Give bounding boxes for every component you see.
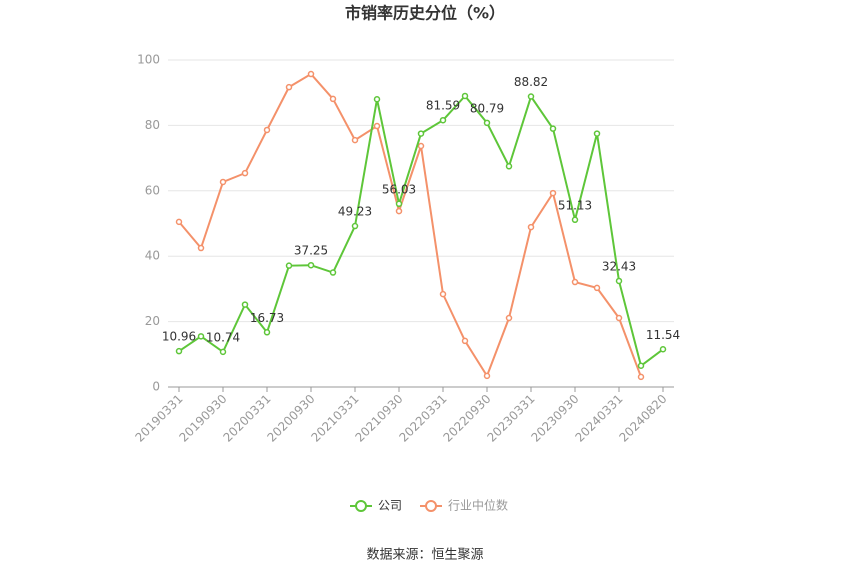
data-point [637, 362, 645, 369]
data-label: 51.13 [558, 198, 592, 212]
data-point [505, 314, 513, 322]
data-point [439, 116, 447, 124]
data-point [527, 223, 535, 231]
x-tick-label: 20240820 [617, 392, 670, 445]
data-point [417, 130, 425, 137]
data-point [351, 136, 359, 144]
data-point [219, 348, 227, 356]
data-point [285, 83, 293, 91]
legend-marker [425, 500, 437, 512]
data-point [307, 261, 315, 269]
data-point [593, 130, 601, 137]
y-tick-label: 20 [145, 314, 160, 328]
data-label: 10.74 [206, 330, 240, 344]
data-point [307, 70, 315, 78]
data-label: 49.23 [338, 205, 372, 219]
data-point [395, 207, 403, 215]
data-point [483, 372, 491, 380]
data-point [373, 95, 381, 103]
data-point [439, 290, 447, 298]
data-point [461, 337, 469, 345]
y-tick-label: 100 [137, 53, 160, 67]
data-point [329, 269, 337, 276]
data-point [505, 163, 513, 170]
data-point [263, 329, 271, 336]
data-label: 88.82 [514, 75, 548, 89]
data-point [373, 122, 381, 130]
y-tick-label: 80 [145, 118, 160, 132]
legend-marker [355, 500, 367, 512]
legend-label: 公司 [378, 499, 402, 513]
data-point [351, 222, 359, 230]
data-point [593, 284, 601, 292]
data-point [219, 178, 227, 186]
data-point [329, 95, 337, 103]
data-point [615, 277, 623, 285]
y-tick-label: 60 [145, 183, 160, 197]
y-tick-label: 40 [145, 249, 160, 263]
data-label: 81.59 [426, 99, 460, 113]
data-point [197, 244, 205, 252]
data-label: 37.25 [294, 244, 328, 258]
data-label: 10.96 [162, 330, 196, 344]
data-point [263, 126, 271, 134]
data-point [197, 333, 205, 340]
data-label: 32.43 [602, 259, 636, 273]
data-point [615, 314, 623, 322]
data-point [395, 200, 403, 208]
data-point [175, 218, 183, 226]
data-point [549, 125, 557, 132]
data-point [461, 92, 469, 100]
data-label: 16.73 [250, 311, 284, 325]
legend-label: 行业中位数 [448, 498, 508, 513]
data-point [417, 142, 425, 150]
data-point [175, 347, 183, 355]
series-line [178, 72, 642, 379]
data-label: 11.54 [646, 328, 680, 342]
data-label: 80.79 [470, 101, 504, 115]
data-point [549, 189, 557, 197]
data-point [637, 373, 645, 381]
data-point [483, 119, 491, 127]
data-point [527, 93, 535, 100]
data-point [241, 169, 249, 177]
data-point [241, 301, 249, 308]
data-point [659, 346, 667, 353]
source: 数据来源：恒生聚源 [366, 548, 483, 563]
y-tick-label: 0 [152, 380, 160, 394]
data-point [285, 262, 293, 269]
data-point [571, 278, 579, 286]
data-label: 56.03 [382, 182, 416, 196]
data-point [571, 216, 579, 224]
chart-title: 市销率历史分位（%） [345, 4, 505, 23]
